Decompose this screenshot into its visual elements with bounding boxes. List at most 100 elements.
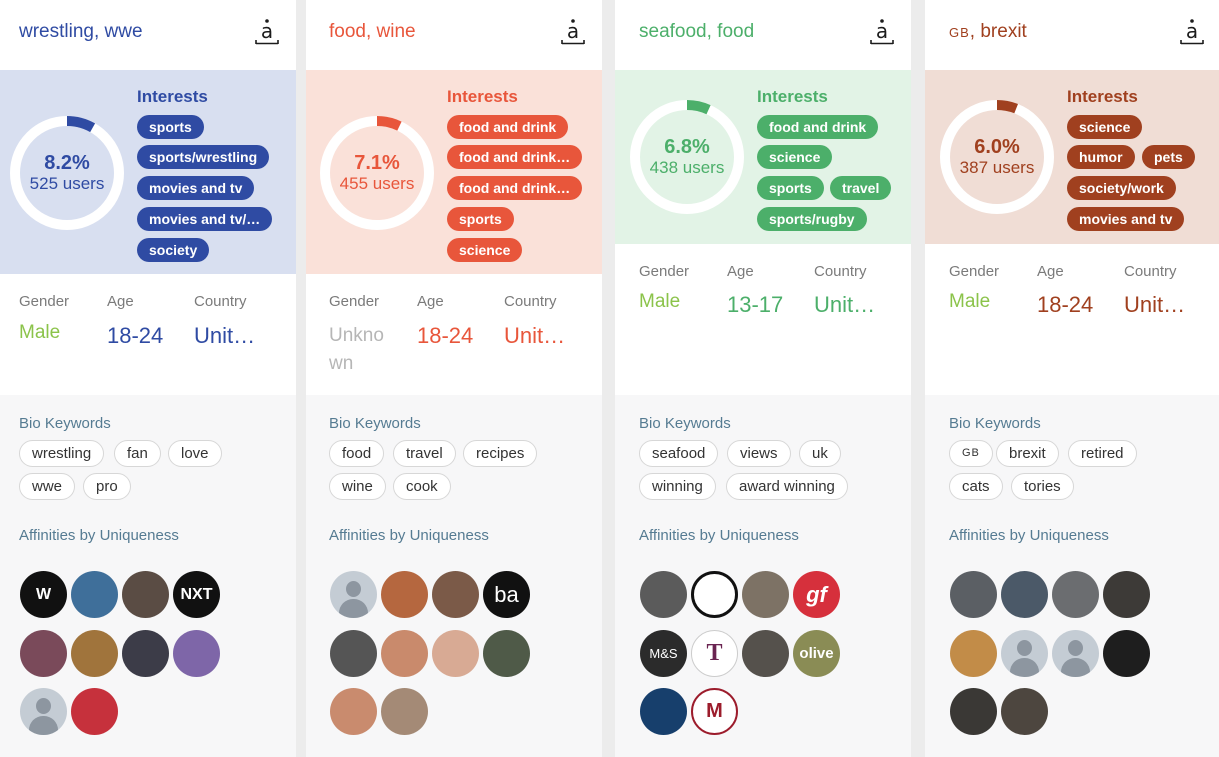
brand-logo-icon[interactable]: a bbox=[254, 18, 280, 46]
default-user-avatar[interactable] bbox=[1052, 630, 1099, 677]
interest-chip[interactable]: food and drink… bbox=[447, 176, 583, 200]
interest-chip[interactable]: science bbox=[447, 238, 523, 262]
interest-chip[interactable]: movies and tv bbox=[137, 176, 255, 200]
bio-keyword-chip[interactable]: tories bbox=[1011, 473, 1074, 500]
person-photo-avatar[interactable] bbox=[381, 688, 428, 735]
person-photo-avatar[interactable] bbox=[1103, 571, 1150, 618]
cutlery-logo-avatar[interactable] bbox=[640, 688, 687, 735]
brand-logo-icon[interactable]: a bbox=[1179, 18, 1205, 46]
bio-keyword-chip[interactable]: winning bbox=[639, 473, 716, 500]
wrestler-photo-avatar[interactable] bbox=[122, 630, 169, 677]
default-user-avatar[interactable] bbox=[1001, 630, 1048, 677]
food-photo-avatar[interactable] bbox=[381, 571, 428, 618]
card-title[interactable]: wrestling, wwe bbox=[19, 21, 143, 42]
bio-keyword-chip[interactable]: wrestling bbox=[19, 440, 105, 467]
interest-chip[interactable]: sports bbox=[137, 115, 204, 139]
bio-keyword-chip[interactable]: retired bbox=[1068, 440, 1137, 467]
ms-logo-avatar[interactable]: M&S bbox=[640, 630, 687, 677]
country-label: Country bbox=[504, 293, 557, 310]
card-title-country-code: GB bbox=[949, 25, 970, 40]
brand-logo-icon[interactable]: a bbox=[869, 18, 895, 46]
interest-chip[interactable]: science bbox=[757, 145, 833, 169]
bio-keyword-chip[interactable]: wine bbox=[329, 473, 386, 500]
person-photo-avatar[interactable] bbox=[950, 571, 997, 618]
interest-chip[interactable]: food and drink bbox=[757, 115, 879, 139]
bio-keyword-chip[interactable]: food bbox=[329, 440, 385, 467]
bio-keyword-chip[interactable]: fan bbox=[114, 440, 161, 467]
person-photo-avatar[interactable] bbox=[1052, 571, 1099, 618]
wrestler-photo-avatar[interactable] bbox=[71, 571, 118, 618]
bio-keyword-chip[interactable]: love bbox=[168, 440, 222, 467]
person-photo-avatar[interactable] bbox=[640, 571, 687, 618]
default-user-avatar[interactable] bbox=[20, 688, 67, 735]
wrestler-photo-avatar[interactable] bbox=[71, 630, 118, 677]
card-title[interactable]: food, wine bbox=[329, 21, 416, 42]
flag-eagle-avatar[interactable] bbox=[71, 688, 118, 735]
affinities-title: Affinities by Uniqueness bbox=[19, 527, 179, 544]
country-label: Country bbox=[814, 263, 867, 280]
card-title[interactable]: GB, brexit bbox=[949, 21, 1027, 43]
person-photo-avatar[interactable] bbox=[950, 688, 997, 735]
interest-chip[interactable]: sports bbox=[447, 207, 514, 231]
olive-logo-avatar[interactable]: olive bbox=[793, 630, 840, 677]
share-donut bbox=[10, 116, 124, 230]
swirl-logo-avatar[interactable] bbox=[691, 571, 738, 618]
person-photo-avatar[interactable] bbox=[742, 571, 789, 618]
bio-keyword-chip[interactable]: pro bbox=[83, 473, 131, 500]
bbc-good-food-logo-avatar[interactable]: gf bbox=[793, 571, 840, 618]
wrestler-photo-avatar[interactable] bbox=[20, 630, 67, 677]
person-photo-avatar[interactable] bbox=[432, 571, 479, 618]
t-logo-avatar[interactable]: T bbox=[691, 630, 738, 677]
person-photo-avatar[interactable] bbox=[1001, 688, 1048, 735]
person-photo-avatar[interactable] bbox=[1103, 630, 1150, 677]
interest-chip[interactable]: sports/wrestling bbox=[137, 145, 270, 169]
person-photo-avatar[interactable] bbox=[483, 630, 530, 677]
interest-chip[interactable]: society/work bbox=[1067, 176, 1176, 200]
person-photo-avatar[interactable] bbox=[432, 630, 479, 677]
interest-chip[interactable]: pets bbox=[1142, 145, 1195, 169]
brand-logo-icon[interactable]: a bbox=[560, 18, 586, 46]
interest-chip[interactable]: humor bbox=[1067, 145, 1135, 169]
bio-keyword-chip[interactable]: seafood bbox=[639, 440, 719, 467]
interest-chip[interactable]: movies and tv bbox=[1067, 207, 1185, 231]
interest-chip[interactable]: travel bbox=[830, 176, 892, 200]
wwe-logo-avatar[interactable]: W bbox=[20, 571, 67, 618]
share-donut bbox=[320, 116, 434, 230]
bio-keyword-chip[interactable]: travel bbox=[393, 440, 456, 467]
interest-chip[interactable]: sports bbox=[757, 176, 824, 200]
ba-logo-avatar[interactable]: ba bbox=[483, 571, 530, 618]
interest-chip[interactable]: food and drink… bbox=[447, 145, 583, 169]
nxt-logo-avatar[interactable]: NXT bbox=[173, 571, 220, 618]
bio-keyword-chip[interactable]: views bbox=[727, 440, 791, 467]
bio-keyword-chip[interactable]: GB bbox=[949, 440, 993, 467]
bio-keywords-title: Bio Keywords bbox=[19, 415, 111, 432]
bio-keyword-chip[interactable]: brexit bbox=[996, 440, 1059, 467]
person-photo-avatar[interactable] bbox=[381, 630, 428, 677]
person-photo-avatar[interactable] bbox=[742, 630, 789, 677]
svg-text:a: a bbox=[1186, 19, 1198, 43]
interest-chip[interactable]: sports/rugby bbox=[757, 207, 867, 231]
person-photo-avatar[interactable] bbox=[330, 630, 377, 677]
wrestler-photo-avatar[interactable] bbox=[122, 571, 169, 618]
interest-chip[interactable]: movies and tv/… bbox=[137, 207, 273, 231]
interest-chip[interactable]: science bbox=[1067, 115, 1143, 139]
interest-chip[interactable]: society bbox=[137, 238, 210, 262]
masterchef-logo-avatar[interactable]: M bbox=[691, 688, 738, 735]
bio-keyword-chip[interactable]: recipes bbox=[463, 440, 538, 467]
country-value: Unit… bbox=[1124, 292, 1186, 317]
gender-label: Gender bbox=[639, 263, 690, 280]
bio-keyword-chip[interactable]: cook bbox=[393, 473, 451, 500]
lower-section: Bio Keywords GB brexit retired cats tori… bbox=[925, 395, 1219, 757]
wrestler-photo-avatar[interactable] bbox=[173, 630, 220, 677]
bio-keyword-chip[interactable]: cats bbox=[949, 473, 1003, 500]
card-title[interactable]: seafood, food bbox=[639, 21, 755, 42]
person-photo-avatar[interactable] bbox=[330, 688, 377, 735]
person-photo-avatar[interactable] bbox=[950, 630, 997, 677]
share-donut-fill bbox=[940, 100, 1054, 214]
bio-keyword-chip[interactable]: uk bbox=[799, 440, 841, 467]
person-photo-avatar[interactable] bbox=[1001, 571, 1048, 618]
bio-keyword-chip[interactable]: award winning bbox=[726, 473, 848, 500]
interest-chip[interactable]: food and drink bbox=[447, 115, 569, 139]
default-user-avatar[interactable] bbox=[330, 571, 377, 618]
bio-keyword-chip[interactable]: wwe bbox=[19, 473, 76, 500]
